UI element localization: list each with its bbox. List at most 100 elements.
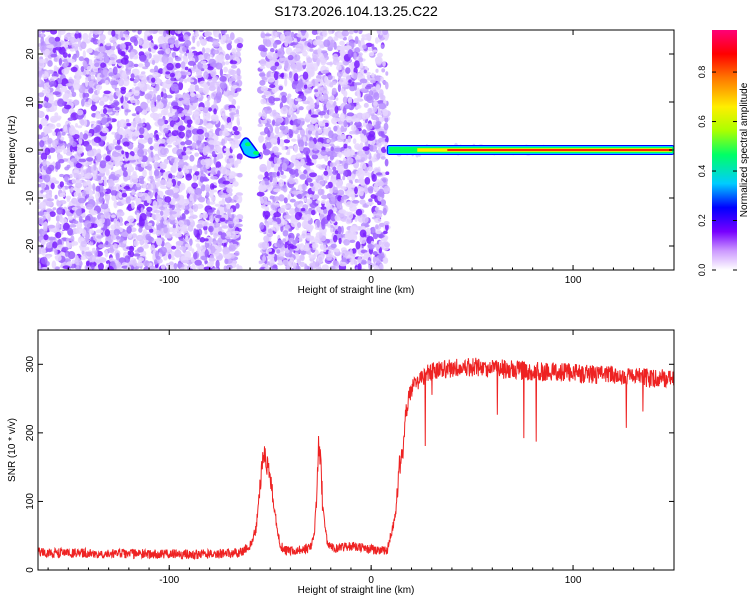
noise-speckle [259, 58, 267, 67]
noise-speckle [144, 93, 153, 100]
noise-speckle [149, 145, 154, 151]
noise-speckle [220, 108, 226, 117]
noise-speckle [333, 117, 341, 122]
noise-speckle [38, 246, 42, 255]
noise-speckle [316, 145, 321, 150]
noise-speckle [272, 146, 279, 154]
noise-speckle [311, 186, 315, 191]
noise-speckle [327, 74, 333, 81]
noise-speckle [353, 67, 358, 74]
noise-speckle [147, 222, 153, 226]
noise-speckle [194, 166, 198, 171]
noise-speckle [39, 201, 47, 209]
noise-speckle [109, 257, 114, 262]
noise-speckle [56, 131, 62, 140]
noise-speckle [44, 102, 52, 109]
noise-speckle [268, 217, 273, 222]
noise-speckle [232, 181, 239, 187]
noise-speckle [348, 62, 355, 69]
noise-speckle [115, 252, 120, 261]
noise-speckle [209, 254, 215, 259]
noise-speckle [148, 265, 157, 270]
noise-speckle [152, 90, 158, 94]
noise-speckle [193, 252, 198, 260]
noise-speckle [297, 222, 302, 228]
noise-speckle [156, 101, 164, 110]
noise-speckle [115, 221, 121, 229]
noise-speckle [273, 196, 280, 201]
noise-speckle [174, 219, 179, 224]
noise-speckle [321, 132, 325, 136]
noise-speckle [182, 109, 188, 114]
noise-speckle [104, 249, 109, 258]
noise-speckle [259, 79, 266, 86]
noise-speckle [378, 240, 383, 247]
noise-speckle [51, 260, 57, 269]
noise-speckle [192, 134, 199, 143]
noise-speckle [339, 134, 347, 140]
noise-speckle [134, 86, 141, 92]
noise-speckle [208, 201, 216, 205]
noise-speckle [352, 199, 360, 204]
noise-speckle [273, 177, 278, 185]
noise-speckle [202, 212, 208, 219]
noise-speckle [339, 261, 347, 267]
noise-speckle [192, 111, 200, 115]
noise-speckle [153, 259, 158, 265]
noise-speckle [170, 76, 175, 82]
noise-speckle [89, 189, 93, 198]
noise-speckle [208, 225, 214, 233]
noise-speckle [277, 49, 284, 58]
noise-speckle [362, 44, 367, 50]
noise-speckle [192, 175, 198, 182]
noise-speckle [38, 167, 42, 173]
noise-speckle [280, 33, 286, 43]
noise-speckle [184, 39, 192, 47]
noise-speckle [343, 157, 347, 161]
noise-speckle [307, 64, 312, 72]
noise-speckle [105, 240, 109, 245]
noise-speckle [161, 87, 165, 92]
noise-speckle [342, 170, 348, 177]
noise-speckle [316, 35, 324, 41]
noise-speckle [343, 120, 348, 128]
noise-speckle [353, 30, 359, 34]
noise-speckle [318, 256, 323, 262]
noise-speckle [236, 158, 242, 164]
noise-speckle [259, 195, 264, 203]
noise-speckle [340, 125, 345, 133]
noise-speckle [213, 49, 220, 55]
noise-speckle [88, 87, 94, 94]
noise-speckle [306, 177, 313, 183]
noise-speckle [349, 248, 353, 258]
noise-speckle [128, 233, 133, 239]
noise-speckle [76, 109, 84, 116]
noise-speckle [123, 185, 131, 190]
noise-speckle [190, 92, 196, 98]
noise-speckle [226, 231, 232, 237]
noise-speckle [357, 72, 363, 81]
noise-speckle [302, 183, 306, 192]
noise-speckle [175, 62, 182, 69]
noise-speckle [324, 122, 329, 127]
noise-speckle [78, 215, 83, 223]
noise-speckle [302, 71, 309, 80]
noise-speckle [341, 186, 347, 190]
noise-speckle [372, 232, 379, 240]
noise-speckle [337, 189, 345, 196]
noise-speckle [114, 106, 120, 111]
noise-speckle [39, 182, 46, 188]
noise-speckle [165, 71, 171, 75]
noise-speckle [367, 47, 373, 52]
noise-speckle [233, 130, 240, 136]
noise-speckle [178, 77, 184, 83]
noise-speckle [297, 133, 301, 140]
noise-speckle [288, 129, 294, 139]
noise-speckle [84, 220, 92, 229]
noise-speckle [290, 31, 295, 38]
noise-speckle [95, 229, 104, 234]
noise-speckle [383, 230, 388, 235]
noise-speckle [306, 165, 311, 172]
noise-speckle [118, 128, 124, 135]
